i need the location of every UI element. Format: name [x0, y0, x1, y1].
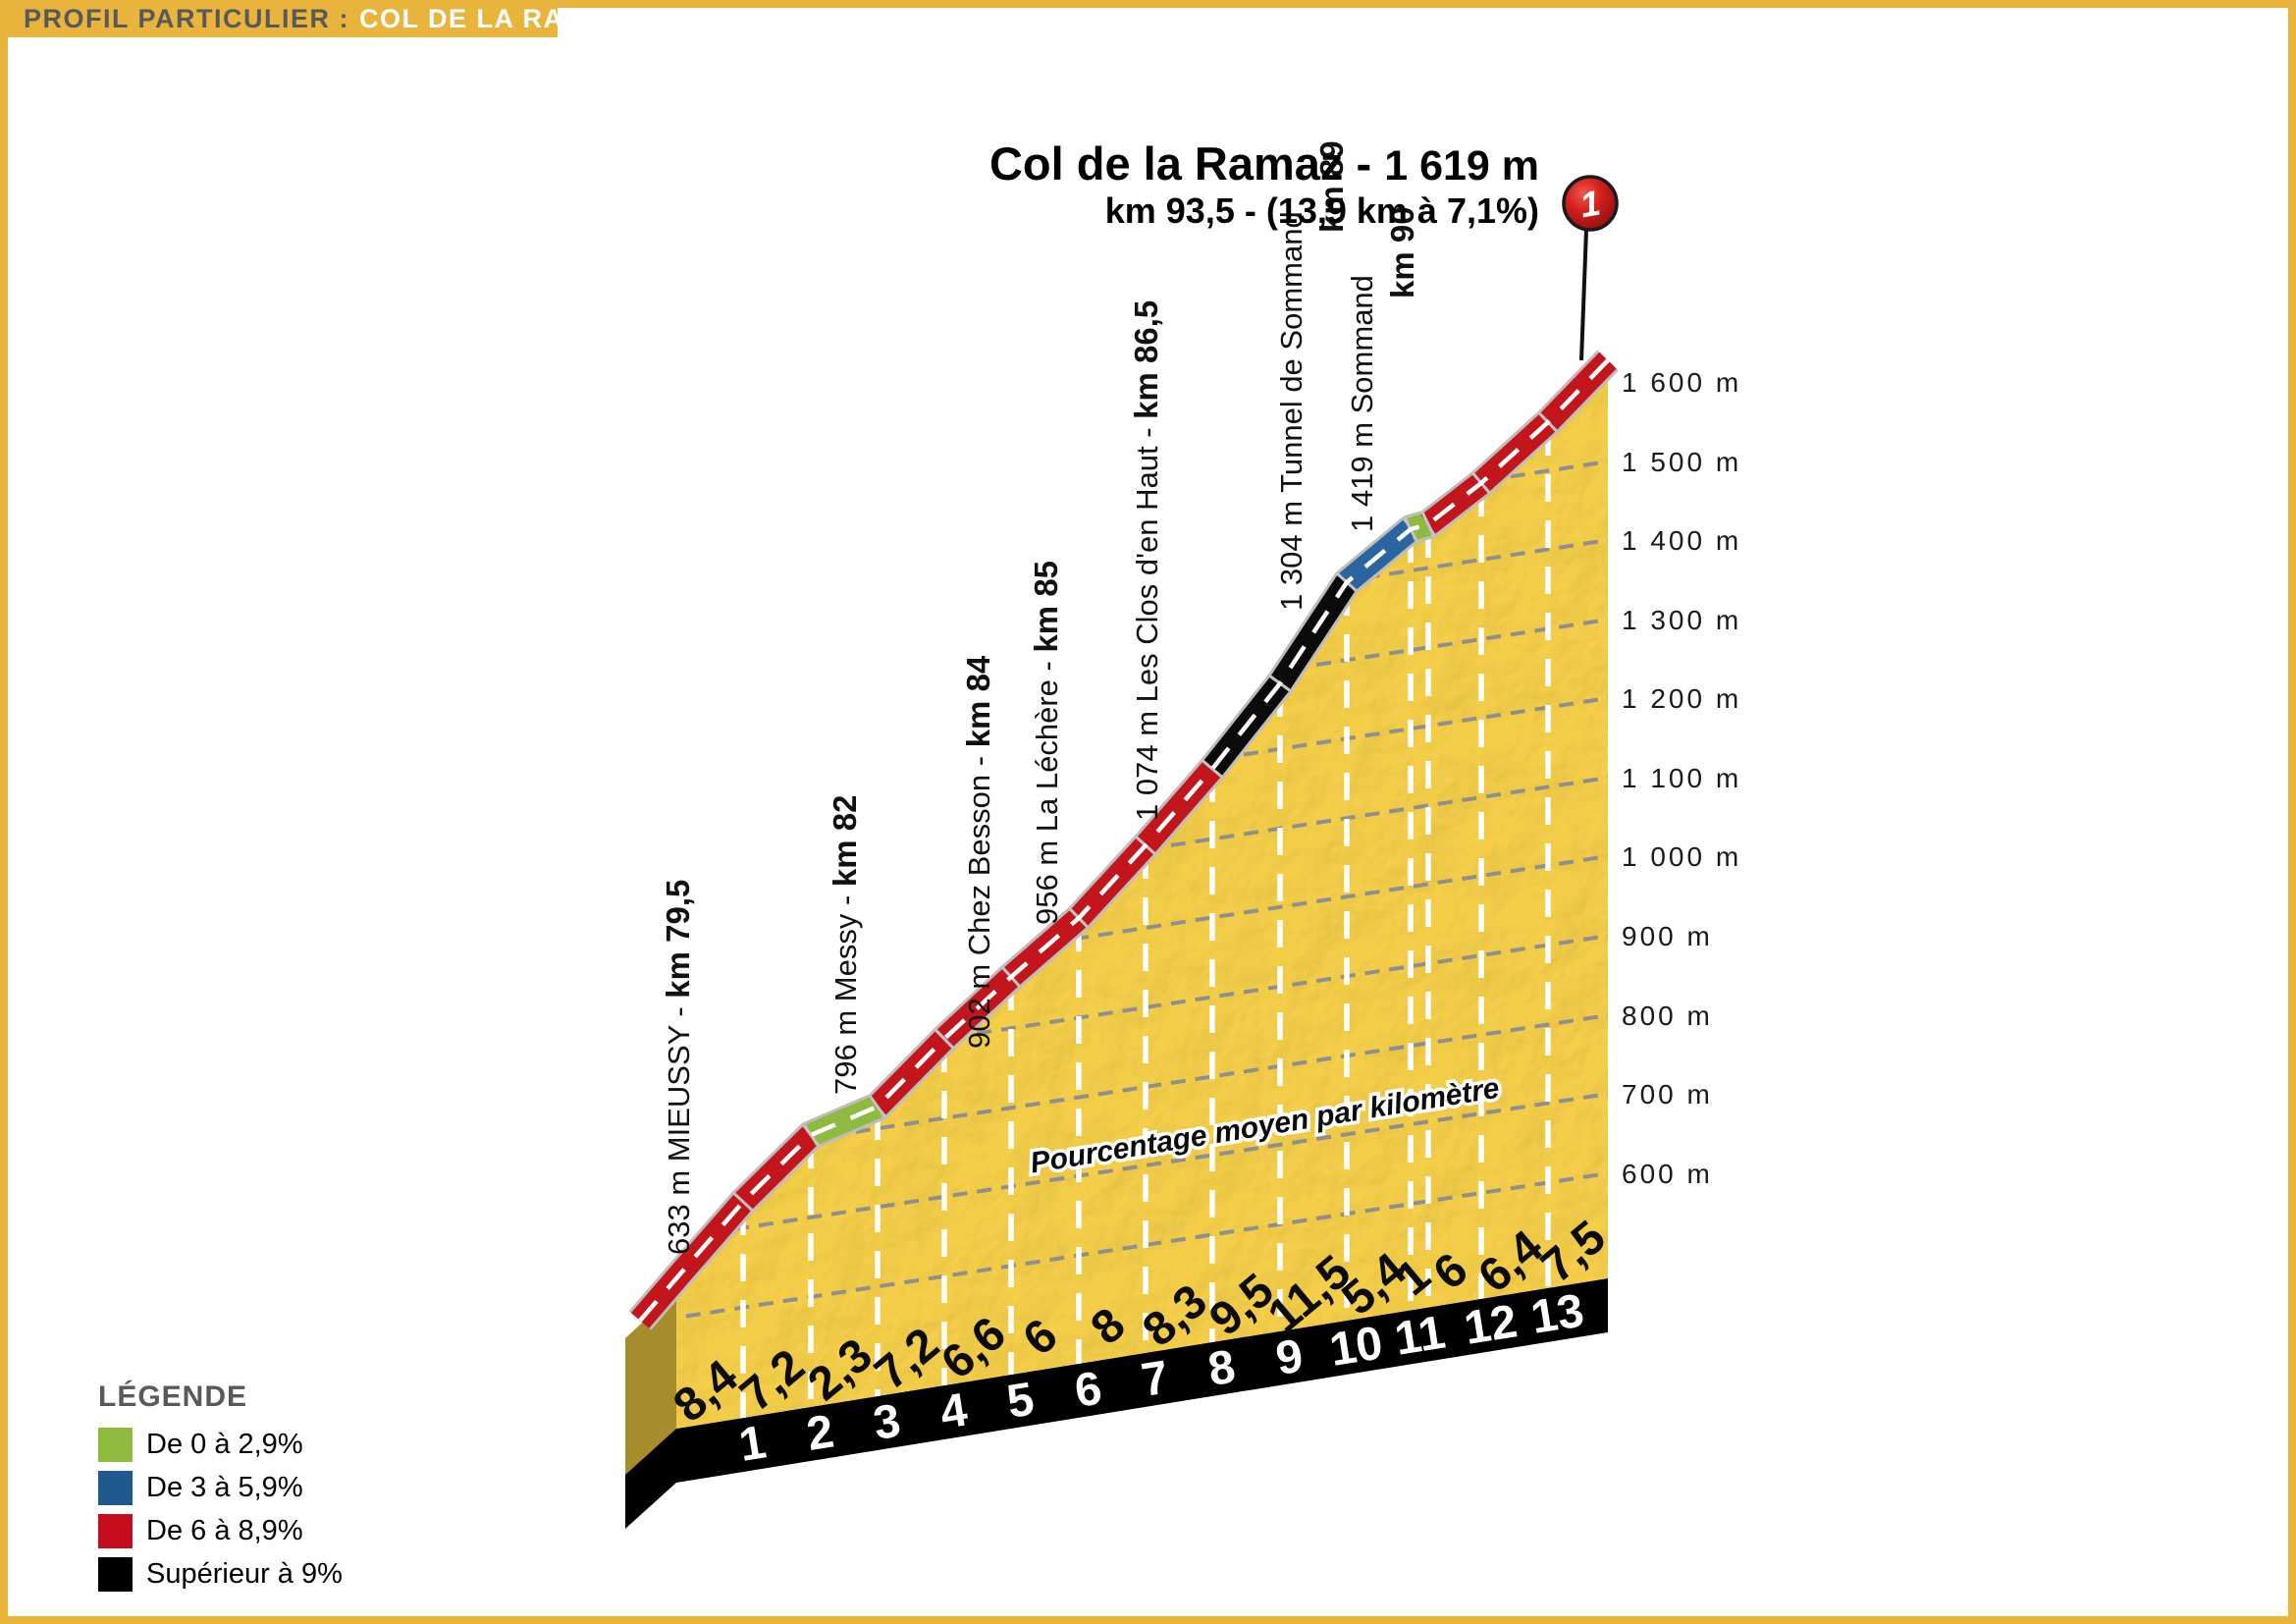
elevation-tick: 1 500 m — [1622, 447, 1741, 477]
elevation-tick: 1 300 m — [1622, 605, 1741, 635]
profile-banner: PROFIL PARTICULIER : COL DE LA RAMAZ — [0, 0, 624, 37]
base-bar-side — [625, 1429, 676, 1529]
legend-swatch-blue — [98, 1471, 133, 1505]
summit-title-line1: Col de la Ramaz - 1 619 m — [989, 137, 1539, 189]
badge-pointer-line — [1579, 229, 1588, 361]
km-marker: 10 — [1326, 1317, 1386, 1377]
badge-circle — [1562, 175, 1619, 232]
legend-item: De 3 à 5,9% — [98, 1471, 343, 1505]
legend-label: Supérieur à 9% — [146, 1558, 343, 1590]
waypoint-label: 796 m Messy - km 82 — [827, 795, 863, 1095]
legend-label: De 3 à 5,9% — [146, 1472, 303, 1503]
km-marker: 12 — [1461, 1295, 1521, 1355]
mountain-side-face — [625, 1291, 676, 1475]
elevation-tick: 800 m — [1622, 1001, 1713, 1031]
legend-swatch-green — [98, 1428, 133, 1462]
waypoint-label: 956 m La Léchère - km 85 — [1028, 561, 1064, 925]
elevation-tick: 1 400 m — [1622, 525, 1741, 556]
elevation-tick: 900 m — [1622, 921, 1713, 951]
waypoint-label: 902 m Chez Besson - km 84 — [960, 655, 996, 1049]
legend-item: De 0 à 2,9% — [98, 1428, 343, 1462]
legend-swatch-black — [98, 1557, 133, 1592]
elevation-tick: 1 000 m — [1622, 841, 1741, 872]
km-marker: 13 — [1527, 1284, 1587, 1344]
legend-item: Supérieur à 9% — [98, 1557, 343, 1592]
legend-title: LÉGENDE — [98, 1380, 248, 1413]
legend-item: De 6 à 8,9% — [98, 1514, 343, 1548]
legend-label: De 0 à 2,9% — [146, 1429, 303, 1460]
elevation-tick: 700 m — [1622, 1079, 1713, 1110]
banner-climb-name: COL DE LA RAMAZ — [359, 3, 626, 33]
category-badge: 1 — [1562, 175, 1619, 361]
km-gridlines — [740, 428, 1551, 1429]
banner-prefix: PROFIL PARTICULIER : — [24, 3, 349, 33]
summit-title-line2: km 93,5 - (13,9 km à 7,1%) — [1105, 190, 1539, 231]
elevation-axis: 1 600 m 1 500 m 1 400 m 1 300 m 1 200 m … — [1622, 367, 1741, 1189]
elevation-tick: 1 100 m — [1622, 763, 1741, 793]
legend: LÉGENDE De 0 à 2,9% De 3 à 5,9% De 6 à 8… — [98, 1380, 343, 1600]
elevation-tick: 1 600 m — [1622, 367, 1741, 398]
legend-swatch-red — [98, 1514, 133, 1548]
legend-label: De 6 à 8,9% — [146, 1515, 303, 1546]
base-bar-front — [676, 1278, 1608, 1483]
waypoint-labels: 633 m MIEUSSY - km 79,5 796 m Messy - km… — [660, 140, 1420, 1255]
elevation-tick: 600 m — [1622, 1159, 1713, 1189]
waypoint-label: 1 419 m Sommandkm 90 — [1345, 206, 1420, 532]
elevation-tick: 1 200 m — [1622, 683, 1741, 714]
road — [628, 350, 1619, 1330]
km-marker: 11 — [1391, 1307, 1448, 1366]
waypoint-label: 1 304 m Tunnel de Sommandkm 89 — [1274, 140, 1350, 611]
summit-title: Col de la Ramaz - 1 619 m km 93,5 - (13,… — [989, 137, 1539, 231]
waypoint-label: 1 074 m Les Clos d'en Haut - km 86,5 — [1128, 300, 1164, 821]
road-centerline — [638, 358, 1610, 1323]
waypoint-label: 633 m MIEUSSY - km 79,5 — [660, 880, 696, 1255]
km-markers: 1 2 3 4 5 6 7 8 9 10 11 12 13 — [735, 1284, 1587, 1472]
